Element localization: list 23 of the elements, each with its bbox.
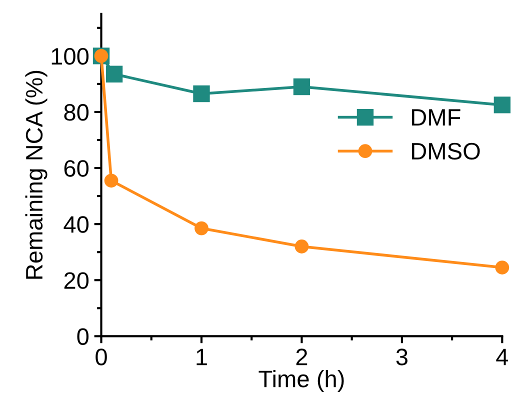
x-tick-label: 4 — [496, 348, 508, 366]
y-tick-label: 60 — [64, 160, 89, 177]
x-axis-title: Time (h) — [258, 370, 344, 392]
y-tick-label: 80 — [64, 104, 89, 121]
point — [194, 221, 208, 236]
legend-label: DMSO — [412, 142, 480, 160]
y-tick-label: 40 — [64, 216, 89, 233]
point — [104, 174, 118, 188]
legend-label: DMF — [412, 109, 460, 126]
y-axis-title: Remaining NCA (%) — [25, 70, 48, 279]
x-tick-label: 2 — [296, 348, 308, 366]
x-tick-label: 1 — [196, 348, 207, 366]
y-tick-label: 100 — [52, 48, 89, 65]
point — [495, 260, 510, 274]
x-tick-label: 0 — [96, 348, 107, 366]
x-tick-label: 3 — [396, 348, 408, 366]
point — [294, 240, 309, 254]
point — [106, 66, 123, 82]
point — [193, 85, 210, 102]
point — [494, 96, 511, 114]
point — [293, 78, 310, 96]
y-tick-label: 20 — [64, 272, 89, 289]
y-tick-label: 0 — [77, 328, 89, 345]
